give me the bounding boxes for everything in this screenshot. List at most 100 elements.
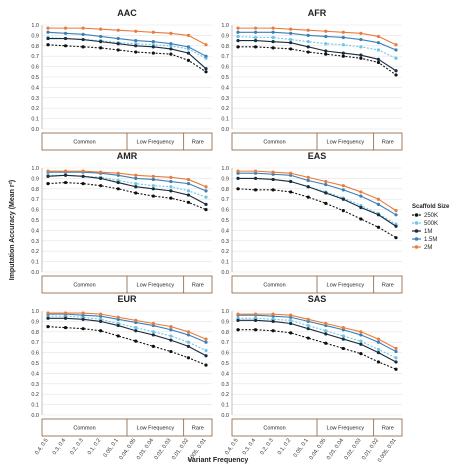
data-point	[341, 209, 345, 213]
panel-title: SAS	[308, 294, 327, 304]
data-point	[81, 32, 85, 36]
data-point	[324, 341, 328, 345]
band-label: Common	[73, 426, 95, 432]
data-point	[359, 56, 363, 60]
data-point	[394, 236, 398, 240]
category-band: Common Low Frequency Rare	[41, 275, 213, 294]
data-point	[81, 169, 85, 173]
data-point	[46, 316, 50, 320]
data-point	[271, 170, 275, 174]
data-point	[186, 189, 191, 193]
data-point	[341, 337, 345, 341]
data-point	[99, 176, 103, 180]
y-tick-label: 0.4	[31, 371, 39, 377]
data-point	[151, 30, 155, 34]
data-point	[394, 360, 398, 364]
series-line-2m	[48, 170, 207, 188]
category-band: Common Low Frequency Rare	[231, 275, 403, 294]
data-point	[46, 169, 50, 173]
panel-aac: AAC 0.0 0.1 0.2 0.3 0.4 0.5 0.6 0.7 0.8 0.9 1.0 Comm…	[31, 8, 213, 151]
legend-title: Scaffold Size	[412, 204, 450, 210]
y-tick-label: 0.0	[221, 413, 229, 419]
panel-title: AAC	[117, 8, 137, 18]
y-tick-label: 0.7	[221, 197, 229, 203]
data-point	[116, 187, 120, 191]
data-point	[253, 26, 258, 30]
data-point	[306, 175, 310, 179]
data-point	[376, 57, 381, 61]
data-point	[324, 42, 328, 46]
y-tick-label: 0.0	[31, 127, 39, 133]
data-point	[289, 31, 293, 35]
data-point	[186, 330, 191, 334]
data-point	[376, 360, 381, 364]
series-line-1.5m	[238, 31, 397, 51]
data-point	[306, 336, 310, 340]
data-point	[116, 315, 120, 319]
series-line-250k	[237, 188, 397, 239]
data-point	[376, 337, 381, 341]
data-point	[341, 43, 345, 47]
y-tick-label: 0.2	[31, 392, 39, 398]
y-tick-label: 0.3	[221, 382, 229, 388]
y-tick-label: 0.9	[221, 176, 229, 182]
data-point	[63, 44, 68, 48]
data-point	[253, 39, 258, 43]
data-point	[186, 200, 191, 204]
data-point	[81, 317, 85, 321]
data-point	[324, 329, 328, 333]
x-tick-label: 0.4, 0.5	[224, 438, 239, 456]
data-point	[204, 363, 208, 367]
y-tick-label: 0.9	[31, 33, 39, 39]
series-line-1m	[238, 319, 397, 363]
y-tick-label: 0.9	[31, 176, 39, 182]
y-tick-label: 0.6	[31, 208, 39, 214]
data-point	[341, 334, 345, 338]
y-tick-label: 0.5	[31, 361, 39, 367]
data-point	[324, 49, 328, 53]
data-point	[134, 185, 138, 189]
y-tick-label: 0.0	[31, 413, 39, 419]
y-tick-label: 0.4	[221, 371, 229, 377]
data-point	[134, 173, 138, 177]
data-point	[271, 319, 275, 323]
data-point	[324, 34, 328, 39]
data-point	[271, 30, 275, 34]
data-point	[253, 35, 258, 40]
y-tick-label: 0.1	[31, 117, 39, 123]
legend-entry-250k: 250K	[424, 213, 438, 219]
data-point	[359, 190, 363, 194]
x-tick-label: 0.005, 0.01	[377, 438, 398, 464]
data-point	[151, 321, 155, 326]
data-point	[204, 348, 208, 353]
data-point	[359, 194, 363, 198]
legend-entry-1.5m: 1.5M	[424, 237, 437, 243]
y-tick-label: 0.9	[221, 319, 229, 325]
band-label: Low Frequency	[137, 140, 175, 146]
data-point	[186, 333, 191, 337]
data-point	[134, 39, 138, 43]
y-tick-label: 0.8	[221, 330, 229, 336]
data-point	[186, 51, 191, 55]
data-point	[289, 27, 293, 31]
data-point	[289, 318, 293, 322]
data-point	[169, 31, 173, 35]
data-point	[236, 30, 240, 34]
data-point	[151, 330, 155, 334]
data-point	[394, 43, 398, 47]
data-point	[359, 330, 363, 334]
data-point	[134, 44, 138, 48]
data-point	[341, 35, 345, 40]
data-point	[204, 202, 208, 206]
data-point	[394, 209, 398, 213]
data-point	[376, 340, 381, 344]
data-point	[151, 45, 155, 49]
data-point	[271, 177, 275, 182]
data-point	[169, 189, 173, 193]
data-point	[236, 328, 240, 332]
data-point	[306, 45, 310, 49]
series-line-2m	[48, 27, 207, 46]
y-tick-label: 1.0	[221, 166, 229, 172]
data-point	[81, 174, 85, 178]
